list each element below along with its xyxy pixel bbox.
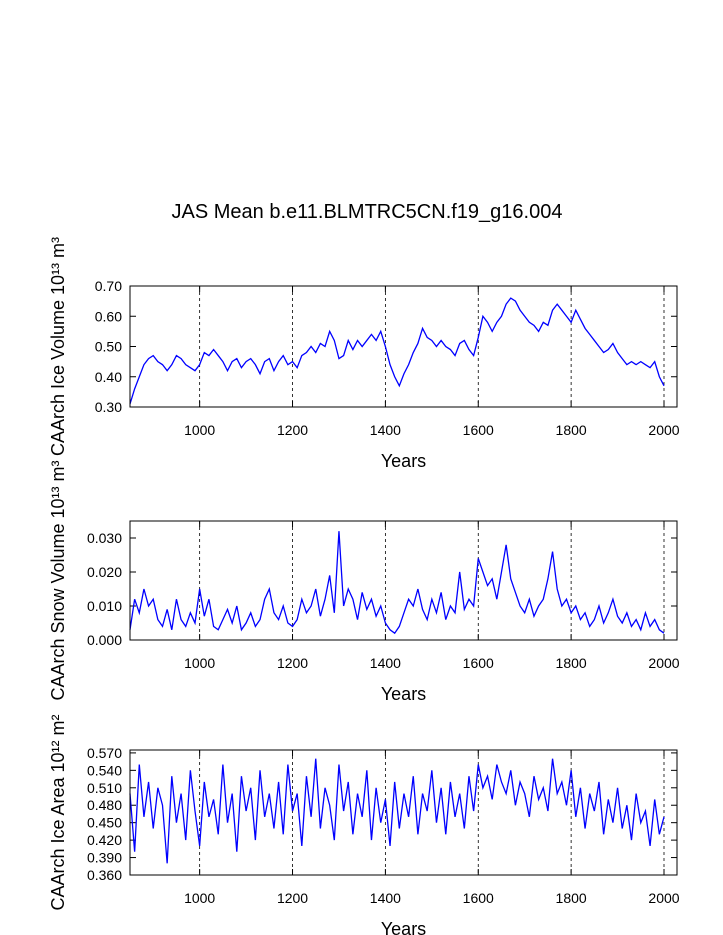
- chart-title: JAS Mean b.e11.BLMTRC5CN.f19_g16.004: [172, 201, 563, 223]
- x-tick-label: 2000: [648, 655, 679, 671]
- data-line: [129, 531, 665, 635]
- y-tick-label: 0.480: [87, 797, 122, 813]
- x-tick-label: 1800: [556, 422, 587, 438]
- x-tick-label: 1000: [184, 890, 215, 906]
- x-tick-label: 1800: [556, 655, 587, 671]
- y-tick-label: 0.360: [87, 867, 122, 883]
- y-tick-label: 0.540: [87, 762, 122, 778]
- x-tick-label: 1600: [463, 890, 494, 906]
- data-line: [129, 297, 665, 405]
- plot-frame: [129, 520, 678, 641]
- y-axis-title: CAArch Snow Volume 10¹³ m³: [48, 460, 68, 700]
- y-tick-label: 0.000: [87, 632, 122, 648]
- x-axis-title: Years: [381, 684, 426, 704]
- x-tick-label: 1400: [370, 655, 401, 671]
- y-tick-label: 0.450: [87, 815, 122, 831]
- y-tick-label: 0.420: [87, 832, 122, 848]
- x-tick-label: 2000: [648, 890, 679, 906]
- y-tick-label: 0.60: [95, 308, 122, 324]
- plot-frame: [129, 749, 678, 876]
- y-tick-label: 0.030: [87, 530, 122, 546]
- x-tick-label: 1400: [370, 422, 401, 438]
- x-tick-label: 1600: [463, 655, 494, 671]
- y-axis-title: CAArch Ice Area 10¹² m²: [48, 714, 68, 910]
- x-axis-title: Years: [381, 451, 426, 471]
- x-tick-label: 1000: [184, 422, 215, 438]
- y-tick-label: 0.570: [87, 745, 122, 761]
- y-tick-label: 0.020: [87, 564, 122, 580]
- y-tick-label: 0.510: [87, 780, 122, 796]
- x-tick-label: 1200: [277, 655, 308, 671]
- y-tick-label: 0.30: [95, 399, 122, 415]
- y-tick-label: 0.390: [87, 850, 122, 866]
- y-tick-label: 0.40: [95, 369, 122, 385]
- y-tick-label: 0.50: [95, 339, 122, 355]
- y-tick-label: 0.010: [87, 598, 122, 614]
- plot-frame: [129, 285, 678, 408]
- x-tick-label: 1600: [463, 422, 494, 438]
- x-axis-title: Years: [381, 919, 426, 935]
- x-tick-label: 1800: [556, 890, 587, 906]
- y-tick-label: 0.70: [95, 278, 122, 294]
- x-tick-label: 2000: [648, 422, 679, 438]
- x-tick-label: 1000: [184, 655, 215, 671]
- x-tick-label: 1200: [277, 890, 308, 906]
- y-axis-title: CAArch Ice Volume 10¹³ m³: [48, 237, 68, 456]
- x-tick-label: 1400: [370, 890, 401, 906]
- data-line: [129, 758, 665, 864]
- x-tick-label: 1200: [277, 422, 308, 438]
